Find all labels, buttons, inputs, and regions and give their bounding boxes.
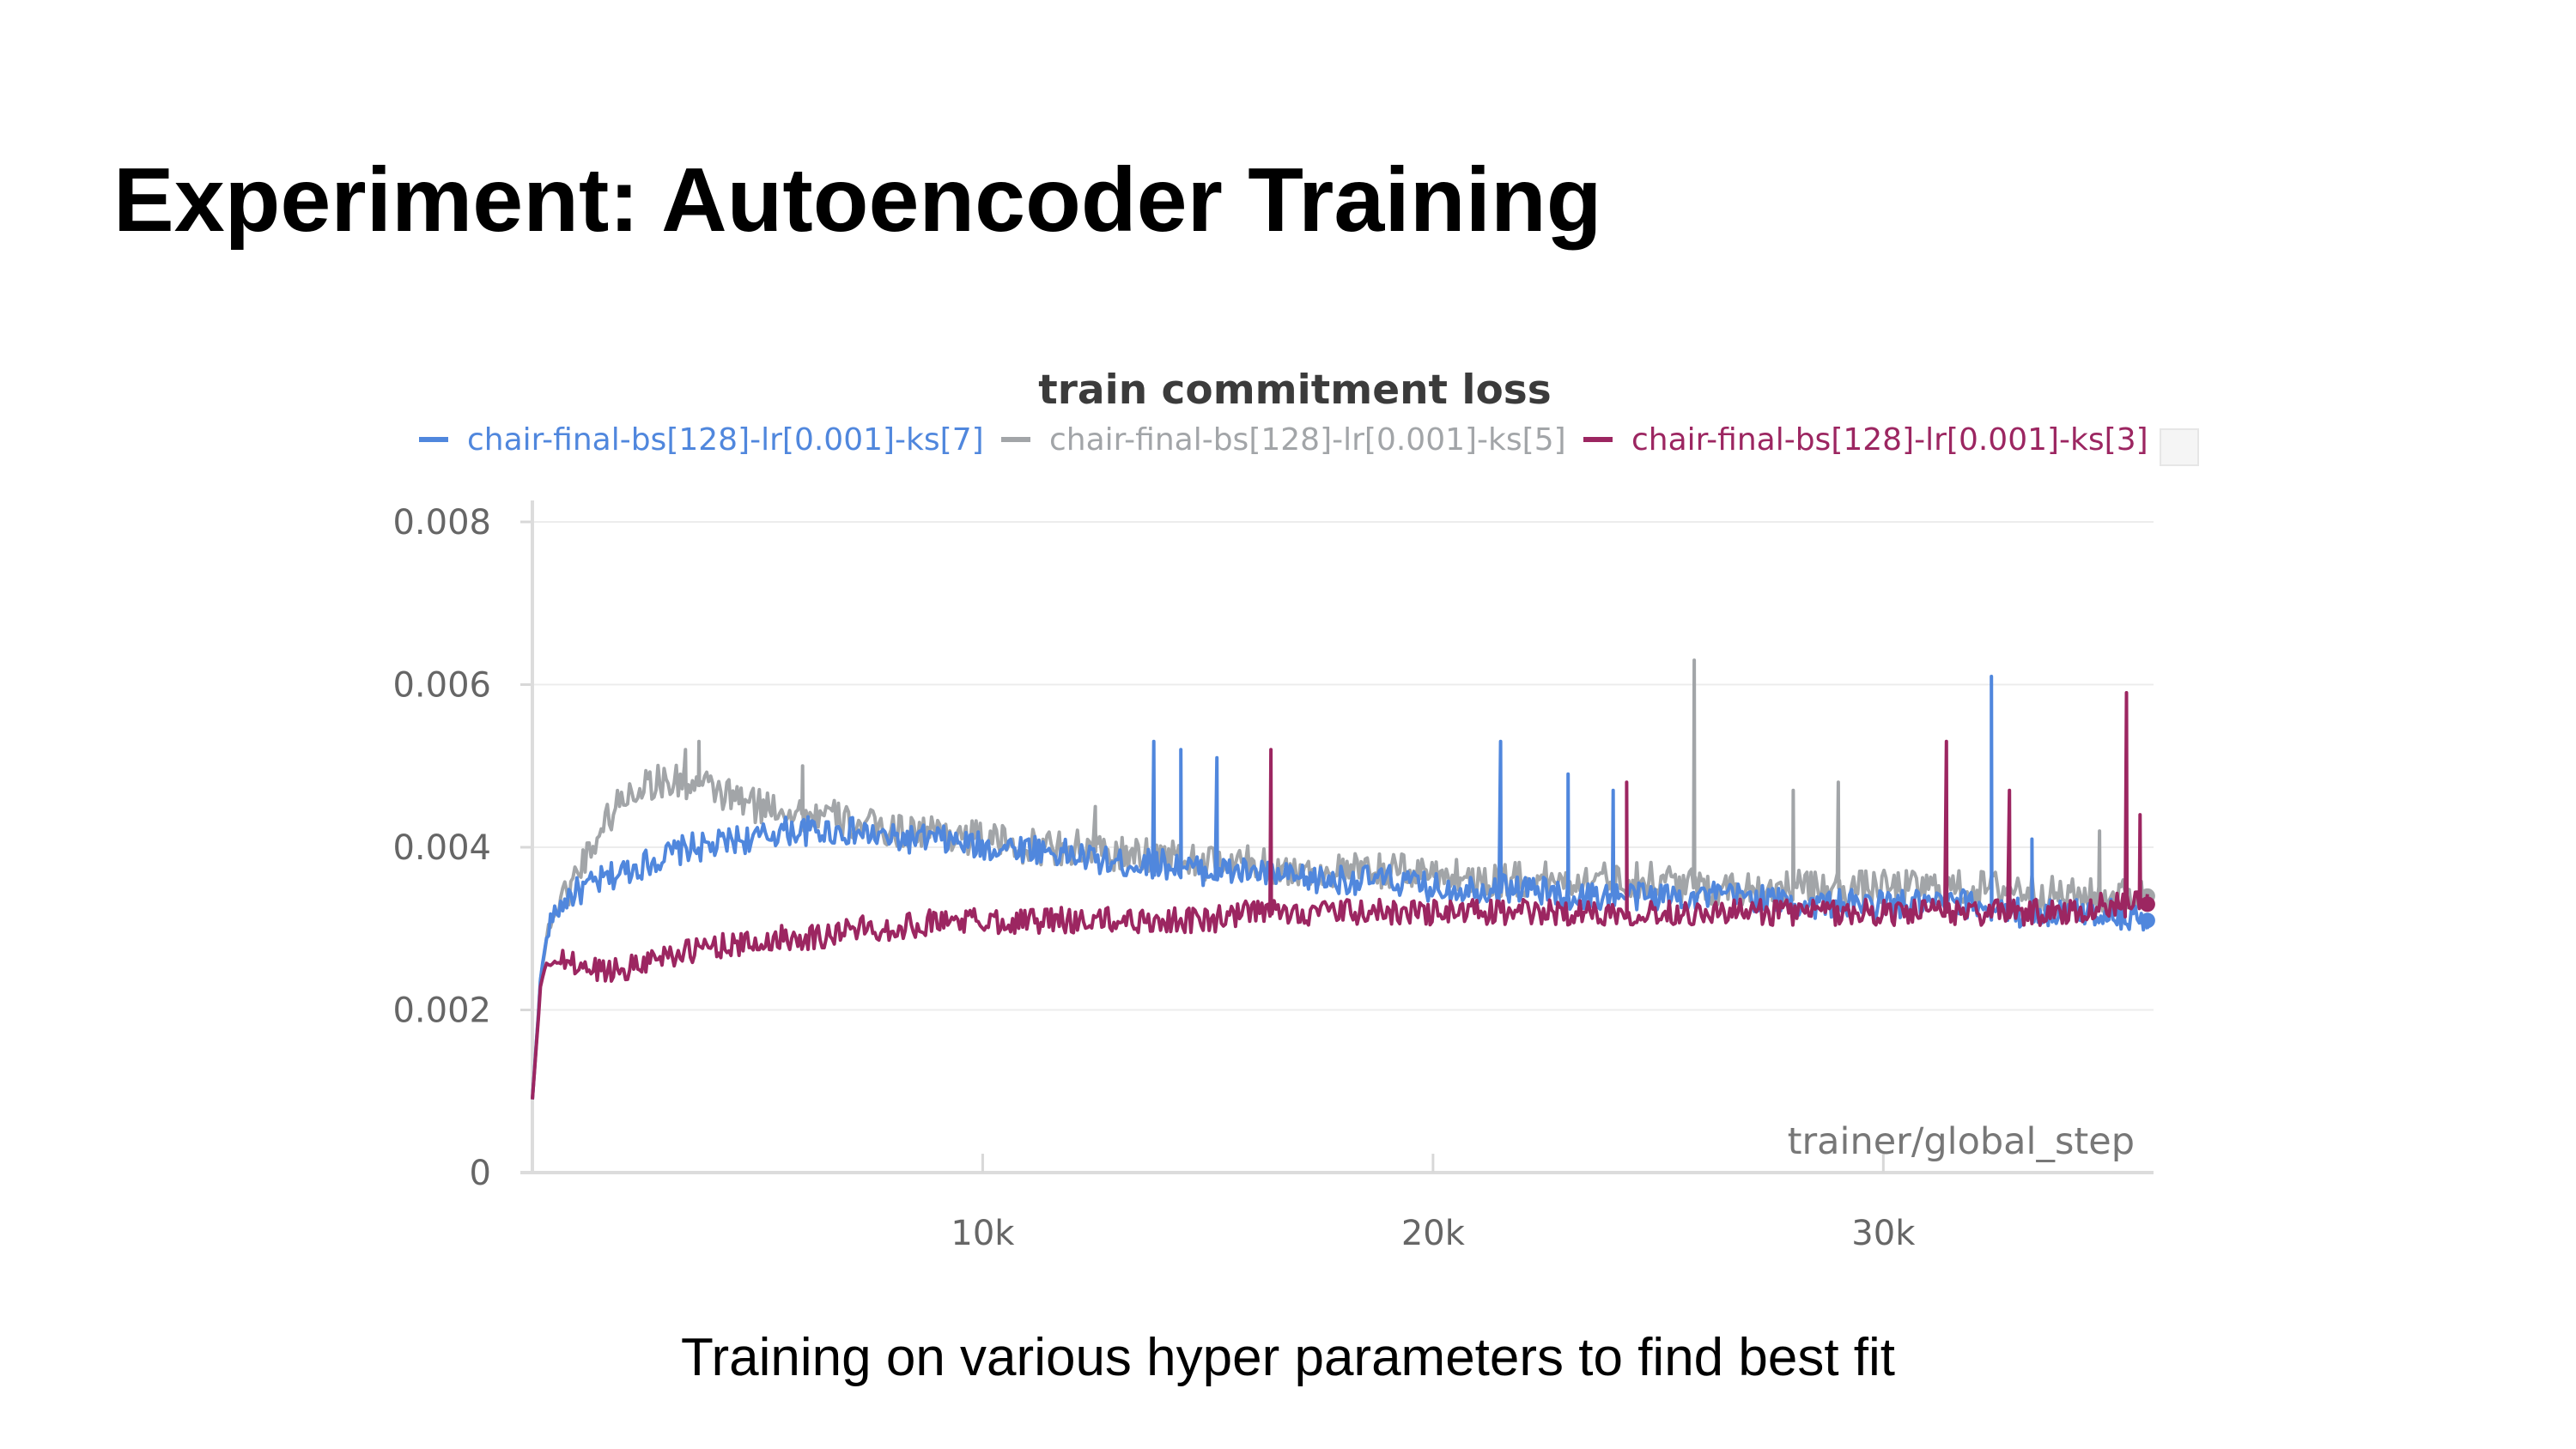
legend-item[interactable]: chair-final-bs[128]-lr[0.001]-ks[7]: [419, 422, 984, 458]
grid-lines: [532, 521, 2154, 1011]
legend-item[interactable]: chair-final-bs[128]-lr[0.001]-ks[3]: [1583, 422, 2148, 458]
slide-title: Experiment: Autoencoder Training: [113, 149, 1602, 251]
legend-item[interactable]: chair-final-bs[128]-lr[0.001]-ks[5]: [1001, 422, 1566, 458]
legend-label: chair-final-bs[128]-lr[0.001]-ks[7]: [467, 422, 984, 458]
chart-legend: chair-final-bs[128]-lr[0.001]-ks[7] chair…: [419, 422, 2199, 466]
series-line: [531, 675, 2149, 1100]
y-tick-label: 0.004: [392, 828, 491, 868]
y-tick-label: 0: [470, 1154, 491, 1193]
legend-label: chair-final-bs[128]-lr[0.001]-ks[5]: [1049, 422, 1566, 458]
series-end-point: [2139, 912, 2155, 929]
series-end-point: [2139, 896, 2155, 912]
series-line: [531, 691, 2149, 1100]
y-tick-label: 0.002: [392, 991, 491, 1031]
legend-label: chair-final-bs[128]-lr[0.001]-ks[3]: [1631, 422, 2148, 458]
y-tick-label: 0.008: [392, 503, 491, 543]
x-tick-label: 10k: [951, 1214, 1015, 1253]
x-tick-label: 30k: [1851, 1214, 1916, 1253]
x-tick-label: 20k: [1401, 1214, 1466, 1253]
legend-more-button[interactable]: [2160, 428, 2199, 466]
series-layer: [531, 658, 2155, 1100]
y-tick-label: 0.006: [392, 666, 491, 706]
x-axis-title: trainer/global_step: [1788, 1120, 2135, 1163]
slide-caption: Training on various hyper parameters to …: [680, 1328, 1896, 1387]
chart-title: train commitment loss: [1038, 367, 1551, 414]
axes: 0 0.002 0.004 0.006 0.008 10k 20k 30k: [392, 500, 2154, 1253]
